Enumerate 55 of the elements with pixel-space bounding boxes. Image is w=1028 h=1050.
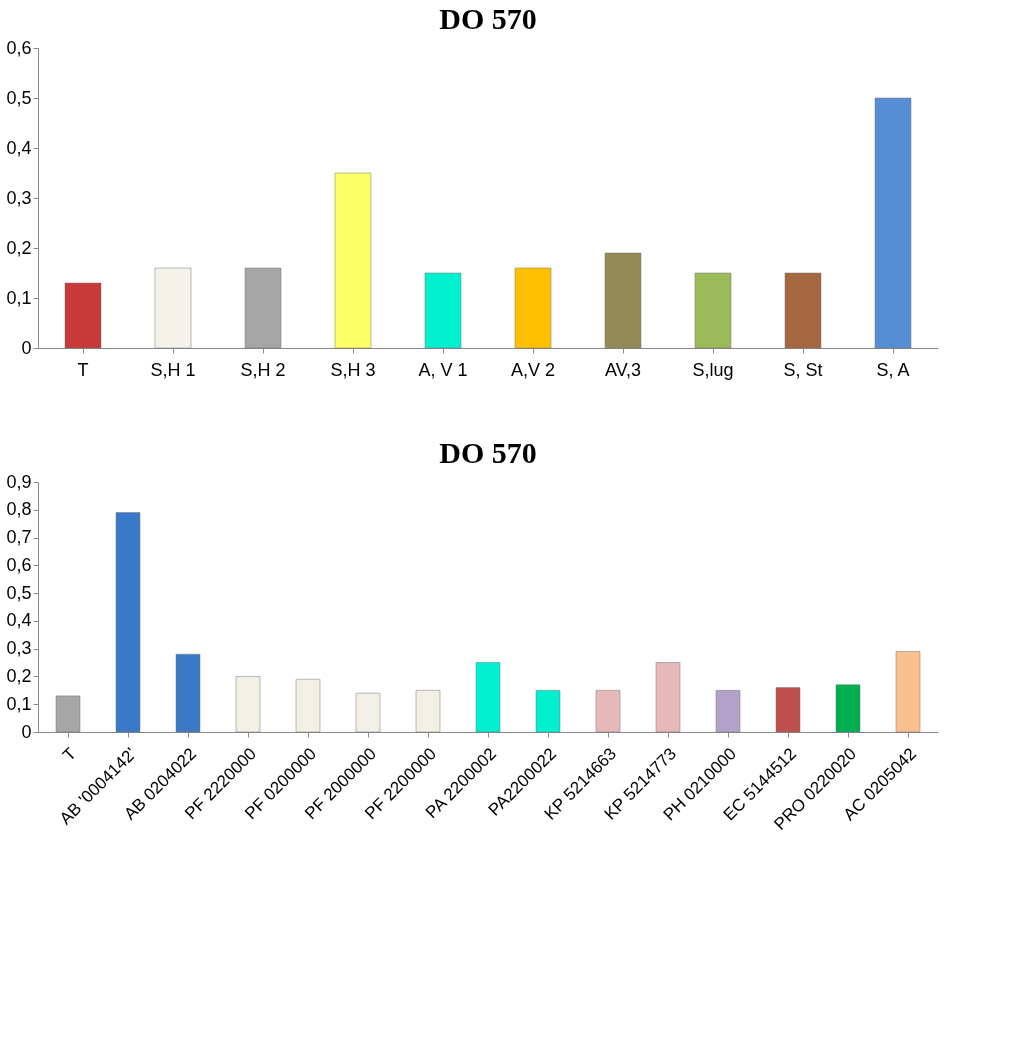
bar	[154, 267, 192, 349]
bar	[295, 678, 321, 733]
bar	[475, 662, 501, 733]
x-tick-label: T	[59, 744, 81, 765]
y-tick-label: 0,3	[6, 638, 32, 659]
x-tick-label: S,H 3	[330, 359, 376, 380]
x-tick-label: A, V 1	[418, 359, 468, 380]
y-tick-label: 0,5	[6, 87, 32, 108]
y-tick-label: 0,8	[6, 499, 32, 520]
bar	[535, 690, 561, 733]
x-tick-label: T	[77, 359, 89, 380]
y-tick-label: 0,4	[6, 137, 32, 158]
bar	[115, 512, 141, 733]
bar	[514, 267, 552, 349]
bar	[64, 282, 102, 349]
x-tick-label: S,H 2	[240, 359, 286, 380]
chart-title: DO 570	[439, 2, 537, 35]
x-tick-label: S,H 1	[150, 359, 196, 380]
y-tick-label: 0,7	[6, 527, 32, 548]
y-tick-label: 0	[21, 721, 32, 742]
x-tick-label: S, St	[783, 359, 823, 380]
y-tick-label: 0,9	[6, 471, 32, 492]
y-tick-label: 0,4	[6, 610, 32, 631]
y-tick-label: 0,1	[6, 693, 32, 714]
y-tick-label: 0	[21, 337, 32, 358]
bar	[715, 690, 741, 733]
bar	[775, 687, 801, 733]
y-tick-label: 0,6	[6, 554, 32, 575]
x-tick-label: AV,3	[604, 359, 642, 380]
bar	[895, 651, 921, 733]
bar	[784, 272, 822, 349]
y-tick-label: 0,2	[6, 237, 32, 258]
y-tick-label: 0,5	[6, 582, 32, 603]
bar	[874, 97, 912, 349]
x-tick-label: S, A	[876, 359, 910, 380]
y-tick-label: 0,6	[6, 37, 32, 58]
bar	[55, 695, 81, 733]
y-tick-label: 0,2	[6, 665, 32, 686]
bar	[235, 676, 261, 733]
bar	[244, 267, 282, 349]
x-tick-label: A,V 2	[510, 359, 556, 380]
bar	[415, 690, 441, 733]
y-tick-label: 0,1	[6, 287, 32, 308]
bar	[604, 252, 642, 349]
chart-title: DO 570	[439, 436, 537, 469]
y-tick-label: 0,3	[6, 187, 32, 208]
bar	[424, 272, 462, 349]
bar	[835, 684, 861, 733]
bar	[355, 692, 381, 733]
bar	[694, 272, 732, 349]
bar	[595, 690, 621, 733]
x-tick-label: S,lug	[692, 359, 734, 380]
bar	[655, 662, 681, 733]
bar	[175, 653, 201, 733]
bar	[334, 172, 372, 349]
